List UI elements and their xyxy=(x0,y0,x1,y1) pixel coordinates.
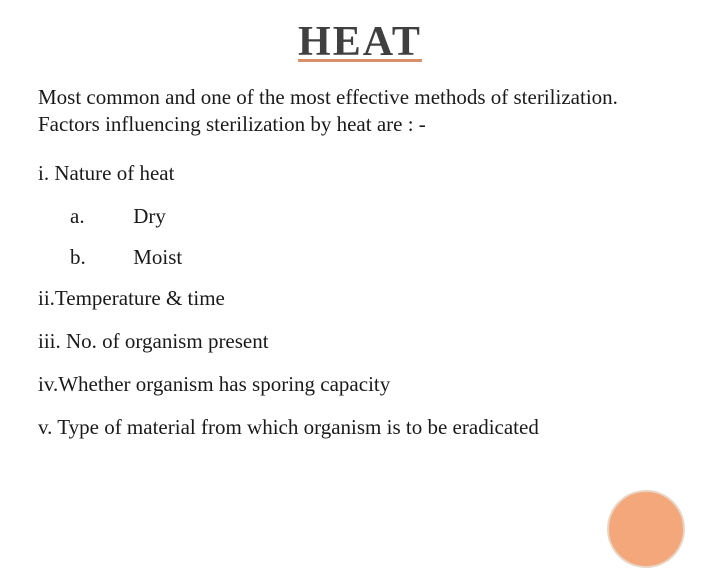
sub-value-b: Moist xyxy=(133,245,182,269)
intro-line-2: Factors influencing sterilization by hea… xyxy=(38,112,426,136)
factor-iv: iv.Whether organism has sporing capacity xyxy=(38,372,682,397)
intro-text: Most common and one of the most effectiv… xyxy=(38,84,682,139)
slide-title: HEAT xyxy=(38,18,682,66)
sub-label-b: b. xyxy=(70,245,128,270)
factor-v: v. Type of material from which organism … xyxy=(38,415,682,440)
slide-container: HEAT Most common and one of the most eff… xyxy=(0,0,720,540)
factor-i-b: b. Moist xyxy=(38,245,682,270)
factor-iii: iii. No. of organism present xyxy=(38,329,682,354)
intro-line-1: Most common and one of the most effectiv… xyxy=(38,85,618,109)
sub-label-a: a. xyxy=(70,204,128,229)
factor-i-a: a. Dry xyxy=(38,204,682,229)
factor-i: i. Nature of heat xyxy=(38,161,682,186)
factor-ii: ii.Temperature & time xyxy=(38,286,682,311)
decorative-circle-icon xyxy=(607,490,685,568)
sub-value-a: Dry xyxy=(133,204,166,228)
